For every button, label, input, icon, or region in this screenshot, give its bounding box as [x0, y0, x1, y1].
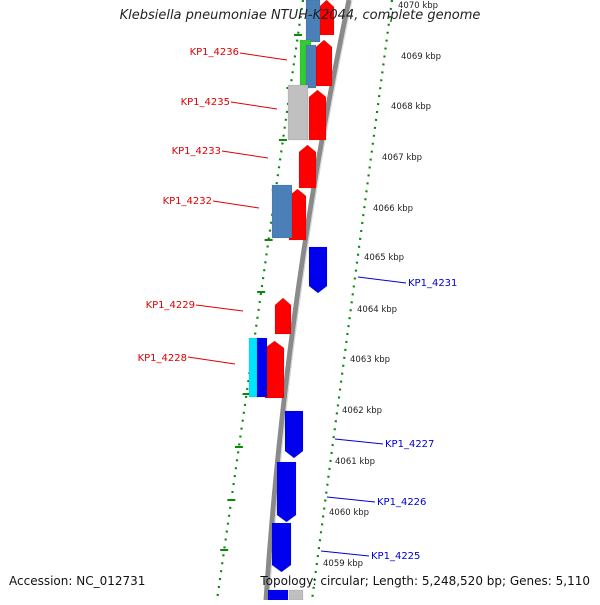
gene-feature: [298, 144, 317, 189]
gene-labels: KP1_4236 KP1_4235 KP1_4233 KP1_4232 KP1_4229…: [138, 47, 458, 562]
scale-label: 4060 kbp: [329, 508, 369, 518]
scale-label: 4064 kbp: [357, 305, 397, 315]
leader-line: [230, 101, 278, 110]
scale-label: 4061 kbp: [335, 457, 375, 467]
gene-feature: [288, 589, 304, 601]
leader-line: [334, 438, 384, 445]
accession-text: Accession: NC_012731: [9, 574, 146, 588]
gene-label-left[interactable]: KP1_4236: [190, 47, 239, 58]
scale-label: 4059 kbp: [323, 559, 363, 569]
gene-feature: [305, 44, 317, 89]
genome-backbone-highlight: [268, 0, 353, 601]
gene-label-left[interactable]: KP1_4235: [181, 97, 230, 108]
leader-line: [187, 356, 236, 365]
label-leaders: [187, 52, 407, 557]
leader-line: [239, 52, 288, 61]
gene-label-left[interactable]: KP1_4229: [146, 300, 195, 311]
scale-label: 4067 kbp: [382, 153, 422, 163]
gene-feature: [271, 522, 292, 573]
gene-feature: [308, 246, 328, 294]
gene-label-left[interactable]: KP1_4228: [138, 353, 187, 364]
scale-labels: 4070 kbp 4069 kbp 4068 kbp 4067 kbp 4066 kbp…: [323, 1, 441, 569]
gene-feature: [271, 184, 293, 239]
gene-feature: [256, 337, 268, 398]
gene-feature: [276, 461, 297, 523]
gene-feature: [274, 297, 292, 335]
gene-feature: [287, 84, 309, 141]
gene-feature: [284, 410, 304, 459]
genome-title: Klebsiella pneumoniae NTUH-K2044, comple…: [119, 8, 481, 23]
leader-line: [212, 200, 260, 209]
topology-text: Topology: circular; Length: 5,248,520 bp…: [260, 574, 590, 588]
gene-feature: [264, 340, 285, 399]
gene-features: [248, 0, 335, 601]
genome-backbone: [263, 0, 352, 601]
leader-line: [357, 276, 407, 284]
leader-line: [195, 304, 244, 312]
gene-feature: [305, 0, 321, 43]
outer-tick-ring: [310, 0, 394, 601]
leader-line: [221, 150, 269, 159]
gene-label-right[interactable]: KP1_4225: [371, 551, 420, 562]
gene-feature: [308, 89, 327, 141]
scale-label: 4069 kbp: [401, 52, 441, 62]
leader-line: [326, 496, 376, 503]
tick-marks: [215, 0, 394, 601]
gene-label-right[interactable]: KP1_4227: [385, 439, 434, 450]
gene-label-right[interactable]: KP1_4226: [377, 497, 426, 508]
gene-label-right[interactable]: KP1_4231: [408, 278, 457, 289]
scale-label: 4065 kbp: [364, 253, 404, 263]
gene-label-left[interactable]: KP1_4233: [172, 146, 221, 157]
scale-label: 4070 kbp: [398, 1, 438, 11]
gene-feature: [315, 39, 333, 87]
scale-label: 4068 kbp: [391, 102, 431, 112]
gene-feature: [267, 589, 289, 601]
scale-label: 4062 kbp: [342, 406, 382, 416]
leader-line: [320, 550, 370, 557]
gene-label-left[interactable]: KP1_4232: [163, 196, 212, 207]
scale-label: 4063 kbp: [350, 355, 390, 365]
scale-label: 4066 kbp: [373, 204, 413, 214]
